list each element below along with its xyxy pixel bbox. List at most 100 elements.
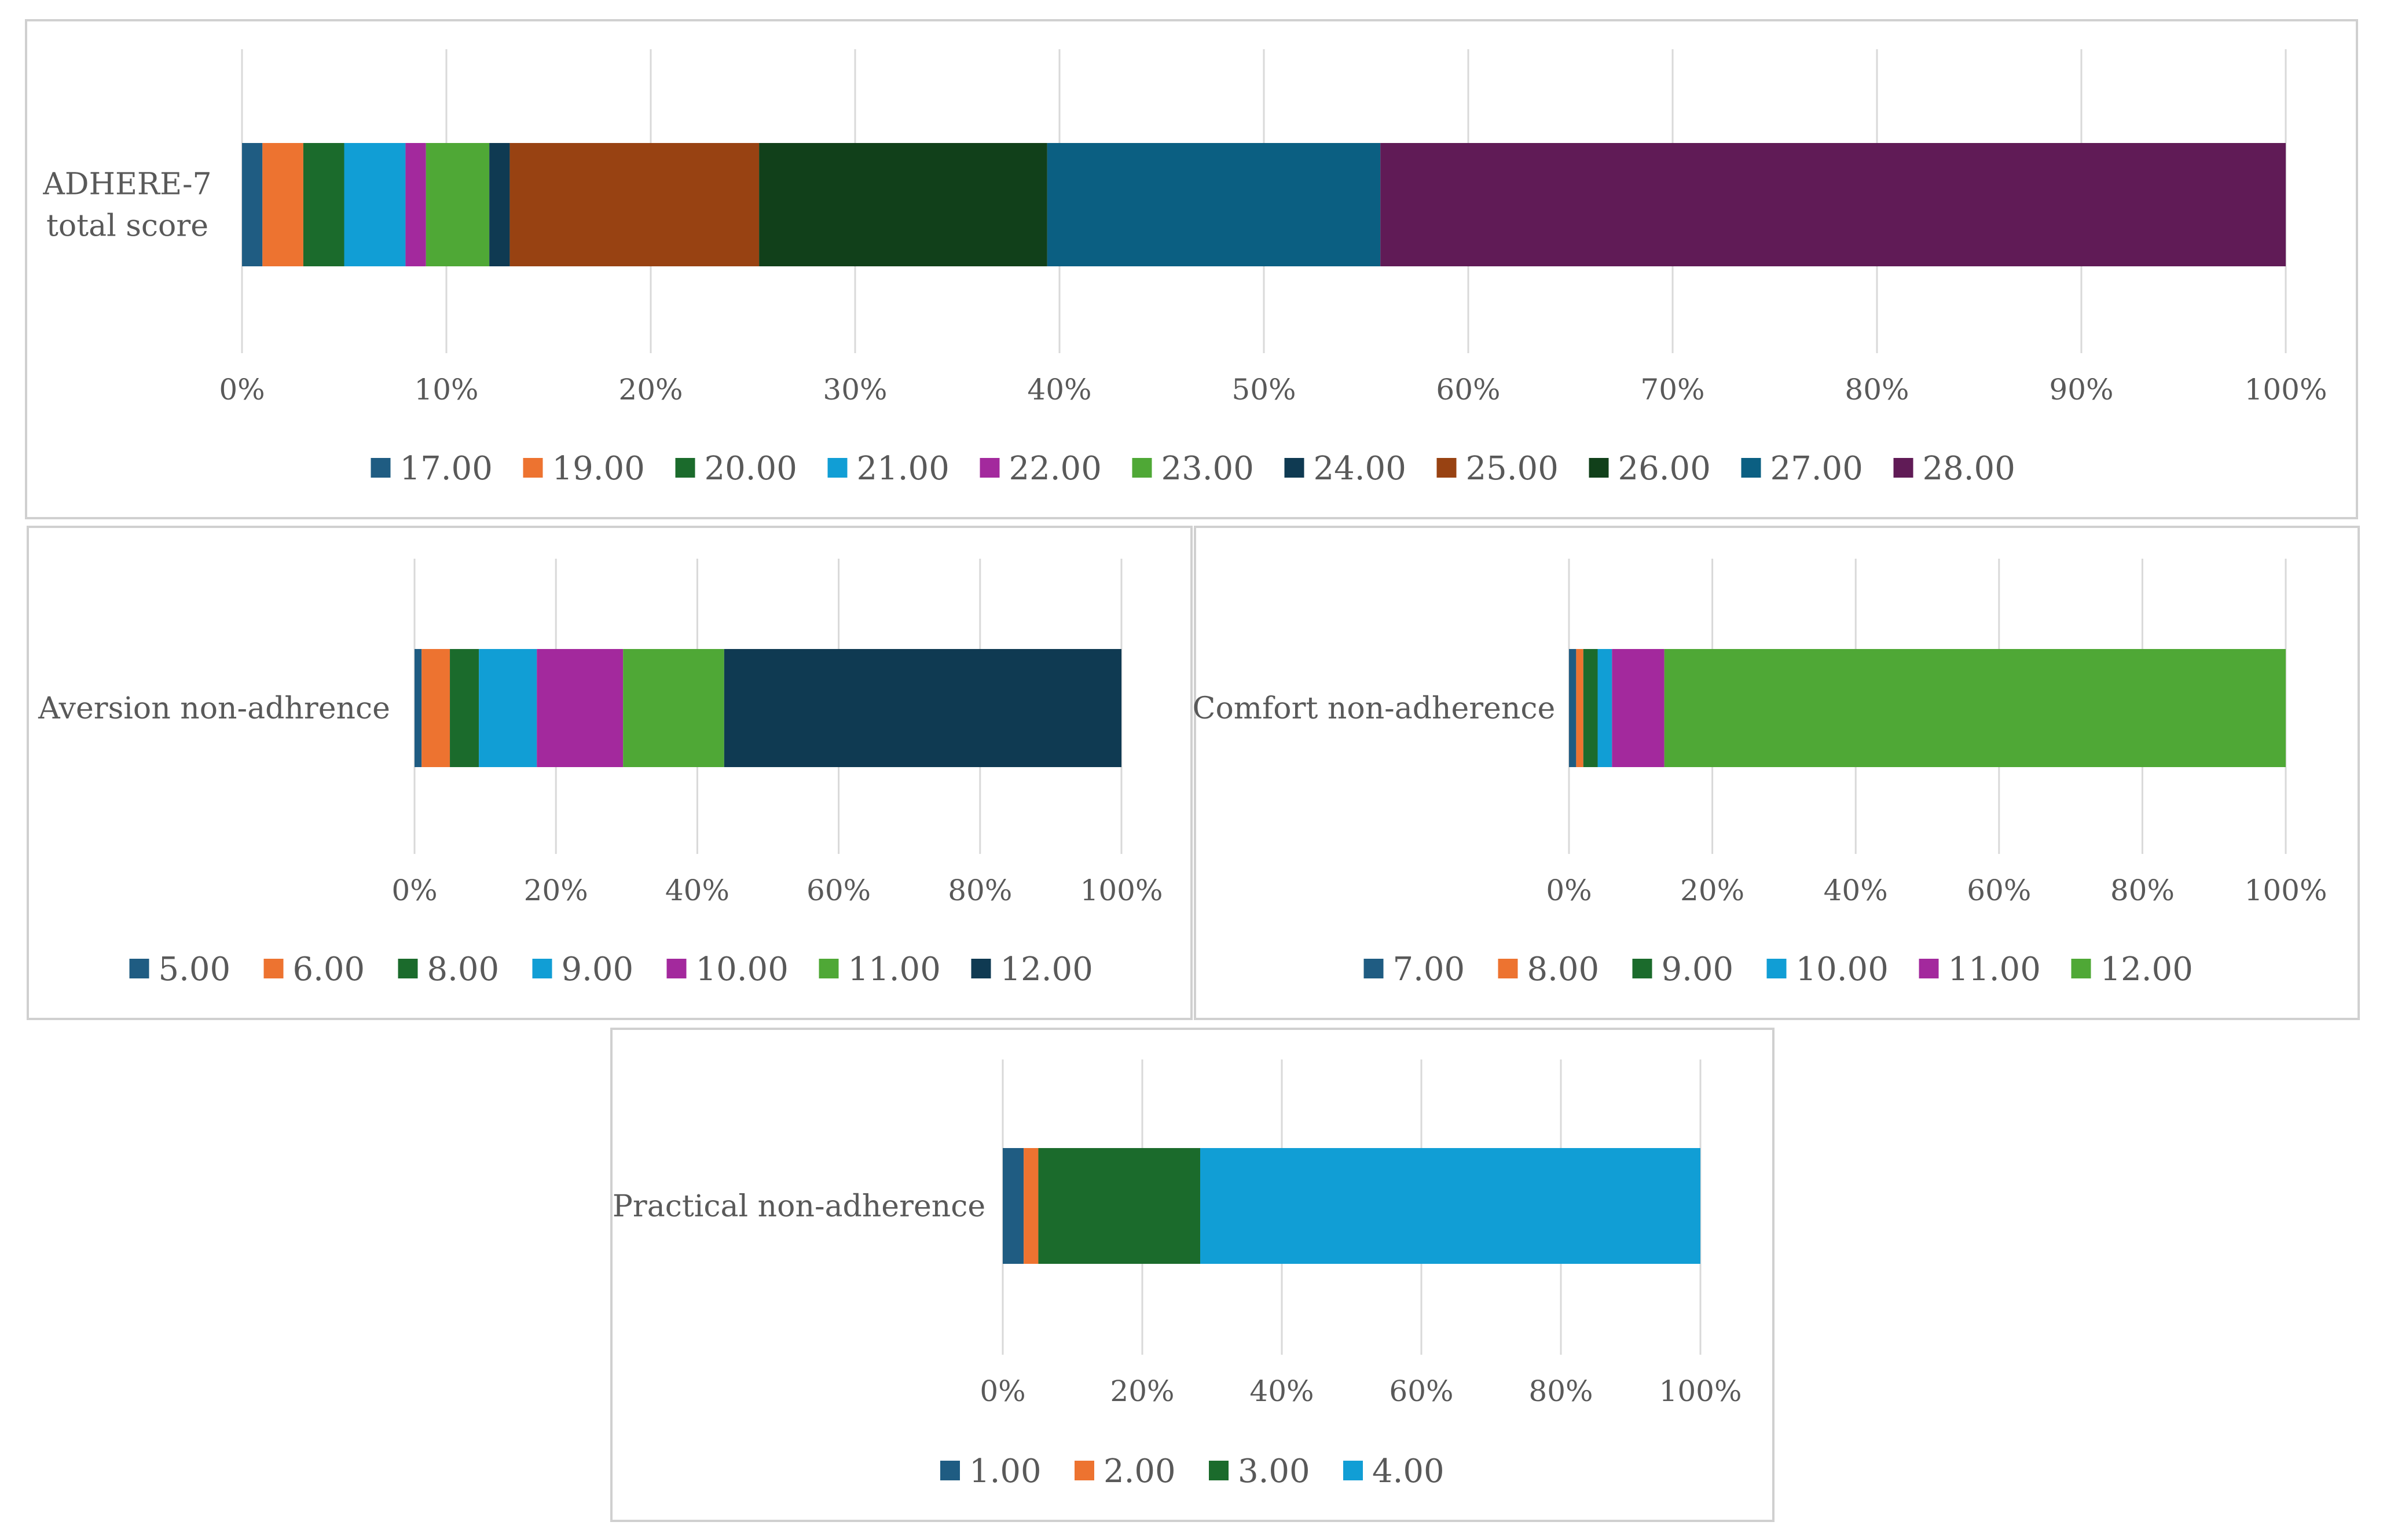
bar-segment-20-00 xyxy=(303,143,344,266)
x-tick-label: 0% xyxy=(980,1374,1025,1408)
legend-swatch xyxy=(1766,959,1787,978)
category-label-line: ADHERE-7 xyxy=(42,167,211,202)
category-label-line: Practical non-adherence xyxy=(613,1189,985,1224)
bar-segment-1-00 xyxy=(1003,1148,1024,1264)
legend-label: 1.00 xyxy=(969,1453,1042,1490)
legend-swatch xyxy=(1075,1461,1094,1480)
legend-swatch xyxy=(675,458,695,478)
x-tick-label: 10% xyxy=(414,373,478,406)
legend-label: 20.00 xyxy=(705,450,797,487)
category-label: Aversion non-adhrence xyxy=(38,691,390,726)
bar-segment-27-00 xyxy=(1047,143,1381,266)
x-tick-label: 40% xyxy=(665,874,729,907)
legend-swatch xyxy=(398,959,418,978)
legend-label: 21.00 xyxy=(857,450,949,487)
x-tick-label: 90% xyxy=(2049,373,2113,406)
bar-segment-12-00 xyxy=(1664,649,2286,767)
x-tick-label: 60% xyxy=(806,874,871,907)
bar-segment-22-00 xyxy=(405,143,426,266)
bar-segment-2-00 xyxy=(1024,1148,1039,1264)
legend-label: 26.00 xyxy=(1618,450,1711,487)
x-tick-label: 30% xyxy=(823,373,887,406)
legend-label: 24.00 xyxy=(1314,450,1406,487)
legend-label: 19.00 xyxy=(552,450,645,487)
legend-swatch xyxy=(1741,458,1761,478)
bar-segment-8-00 xyxy=(450,649,479,767)
chart-aversion-non-adherence: 0% 20% 40% 60% 80% 100% Aversion non-adhrence 5… xyxy=(27,526,1193,1020)
legend-swatch xyxy=(1893,458,1913,478)
bar-segment-6-00 xyxy=(421,649,450,767)
x-tick-label: 20% xyxy=(1110,1374,1174,1408)
x-tick-label: 80% xyxy=(948,874,1012,907)
x-tick-label: 40% xyxy=(1824,874,1888,907)
legend-label: 12.00 xyxy=(2100,951,2193,988)
bar-segment-28-00 xyxy=(1380,143,2286,266)
bar-segment-4-00 xyxy=(1200,1148,1700,1264)
bar-segment-25-00 xyxy=(509,143,760,266)
bar-segment-26-00 xyxy=(759,143,1047,266)
bar-segment-10-00 xyxy=(537,649,624,767)
legend-label: 8.00 xyxy=(1527,951,1600,988)
legend-swatch xyxy=(971,959,991,978)
x-tick-label: 40% xyxy=(1249,1374,1314,1408)
bar-segment-24-00 xyxy=(489,143,510,266)
bar-segment-8-00 xyxy=(1576,649,1583,767)
legend-swatch xyxy=(827,458,848,478)
category-label: ADHERE-7 total score xyxy=(42,167,211,244)
x-tick-label: 20% xyxy=(524,874,588,907)
legend-swatch xyxy=(1498,959,1518,978)
bar-segment-12-00 xyxy=(724,649,1121,767)
bar-segment-17-00 xyxy=(242,143,263,266)
x-tick-label: 100% xyxy=(2245,373,2327,406)
legend-swatch xyxy=(980,458,1000,478)
legend-swatch xyxy=(666,959,687,978)
legend-swatch xyxy=(1919,959,1939,978)
legend-swatch xyxy=(532,959,552,978)
x-tick-label: 100% xyxy=(2245,874,2327,907)
legend-label: 9.00 xyxy=(562,951,634,988)
x-tick-label: 60% xyxy=(1967,874,2031,907)
legend-swatch xyxy=(940,1461,960,1480)
category-label: Practical non-adherence xyxy=(613,1189,985,1224)
chart-frame xyxy=(27,526,1193,1020)
chart-frame xyxy=(1194,526,2360,1020)
legend-swatch xyxy=(371,458,391,478)
legend-label: 12.00 xyxy=(1000,951,1093,988)
legend-swatch xyxy=(1363,959,1384,978)
bar-segment-10-00 xyxy=(1597,649,1612,767)
chart-frame xyxy=(25,19,2358,519)
legend-label: 4.00 xyxy=(1372,1453,1445,1490)
bar-segment-19-00 xyxy=(262,143,303,266)
bar-segment-11-00 xyxy=(623,649,724,767)
x-tick-label: 40% xyxy=(1027,373,1091,406)
bar-segment-21-00 xyxy=(344,143,406,266)
chart-adhere7-total-score: 0% 10% 20% 30% 40% 50% 60% 70% 80% 90% 100% ADHERE-… xyxy=(25,19,2358,519)
category-label: Comfort non-adherence xyxy=(1193,691,1556,726)
legend-label: 6.00 xyxy=(293,951,365,988)
legend-swatch xyxy=(129,959,149,978)
category-label-line: Aversion non-adhrence xyxy=(38,691,390,726)
x-tick-label: 60% xyxy=(1389,1374,1453,1408)
x-tick-label: 0% xyxy=(391,874,437,907)
x-tick-label: 0% xyxy=(219,373,265,406)
x-tick-label: 100% xyxy=(1080,874,1163,907)
legend-swatch xyxy=(1589,458,1609,478)
legend-label: 8.00 xyxy=(427,951,500,988)
legend-label: 3.00 xyxy=(1238,1453,1310,1490)
legend-swatch xyxy=(1132,458,1152,478)
legend-label: 27.00 xyxy=(1770,450,1863,487)
legend-label: 9.00 xyxy=(1662,951,1734,988)
chart-frame xyxy=(610,1028,1775,1522)
category-label-line: Comfort non-adherence xyxy=(1193,691,1556,726)
category-label-line: total score xyxy=(46,209,208,244)
x-tick-label: 80% xyxy=(1845,373,1909,406)
legend-swatch xyxy=(819,959,839,978)
x-tick-label: 20% xyxy=(618,373,683,406)
bar-segment-5-00 xyxy=(415,649,422,767)
legend-label: 23.00 xyxy=(1161,450,1254,487)
legend-label: 25.00 xyxy=(1466,450,1559,487)
chart-practical-non-adherence: 0% 20% 40% 60% 80% 100% Practical non-adherenc… xyxy=(610,1028,1775,1522)
bar-segment-3-00 xyxy=(1038,1148,1201,1264)
legend-swatch xyxy=(523,458,543,478)
